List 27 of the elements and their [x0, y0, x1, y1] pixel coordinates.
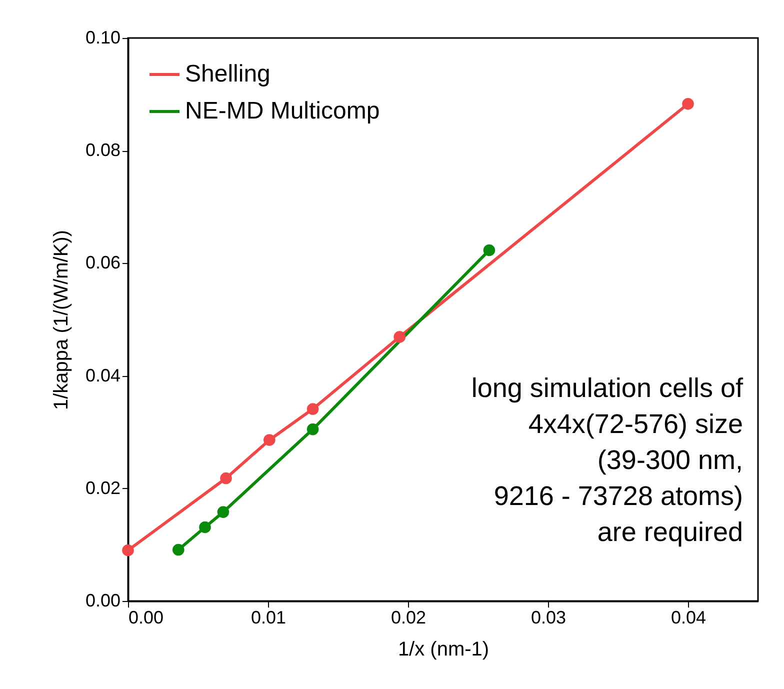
point: [217, 506, 230, 518]
x-tick-label: 0.01: [250, 608, 286, 628]
point: [682, 98, 694, 110]
x-axis-title: 1/x (nm-1): [398, 638, 490, 660]
point: [220, 472, 232, 484]
x-tick-label: 0.00: [128, 608, 164, 628]
point: [122, 544, 134, 556]
point: [483, 244, 496, 256]
y-tick-label: 0.00: [85, 590, 120, 610]
point: [306, 423, 319, 436]
point: [394, 331, 406, 343]
legend-label: NE-MD Multicomp: [185, 98, 380, 124]
y-tick-label: 0.04: [85, 365, 120, 386]
annotation: long simulation cells of 4x4x(72-576) size (39-300 nm, 9216 - 73728 atoms) are required: [471, 373, 744, 547]
x-tick-label: 0.03: [530, 608, 566, 628]
y-tick-label: 0.06: [85, 252, 120, 273]
y-axis-title: 1/kappa (1/(W/m/K)): [50, 230, 72, 410]
point: [172, 544, 184, 556]
point: [199, 521, 211, 534]
y-tick-label: 0.10: [85, 28, 120, 48]
y-tick-label: 0.02: [85, 478, 120, 498]
x-tick-label: 0.04: [670, 608, 706, 628]
point: [263, 434, 276, 446]
x-tick-label: 0.02: [390, 608, 426, 628]
point: [306, 403, 319, 415]
y-tick-label: 0.08: [85, 140, 120, 160]
legend-label: Shelling: [185, 60, 270, 88]
